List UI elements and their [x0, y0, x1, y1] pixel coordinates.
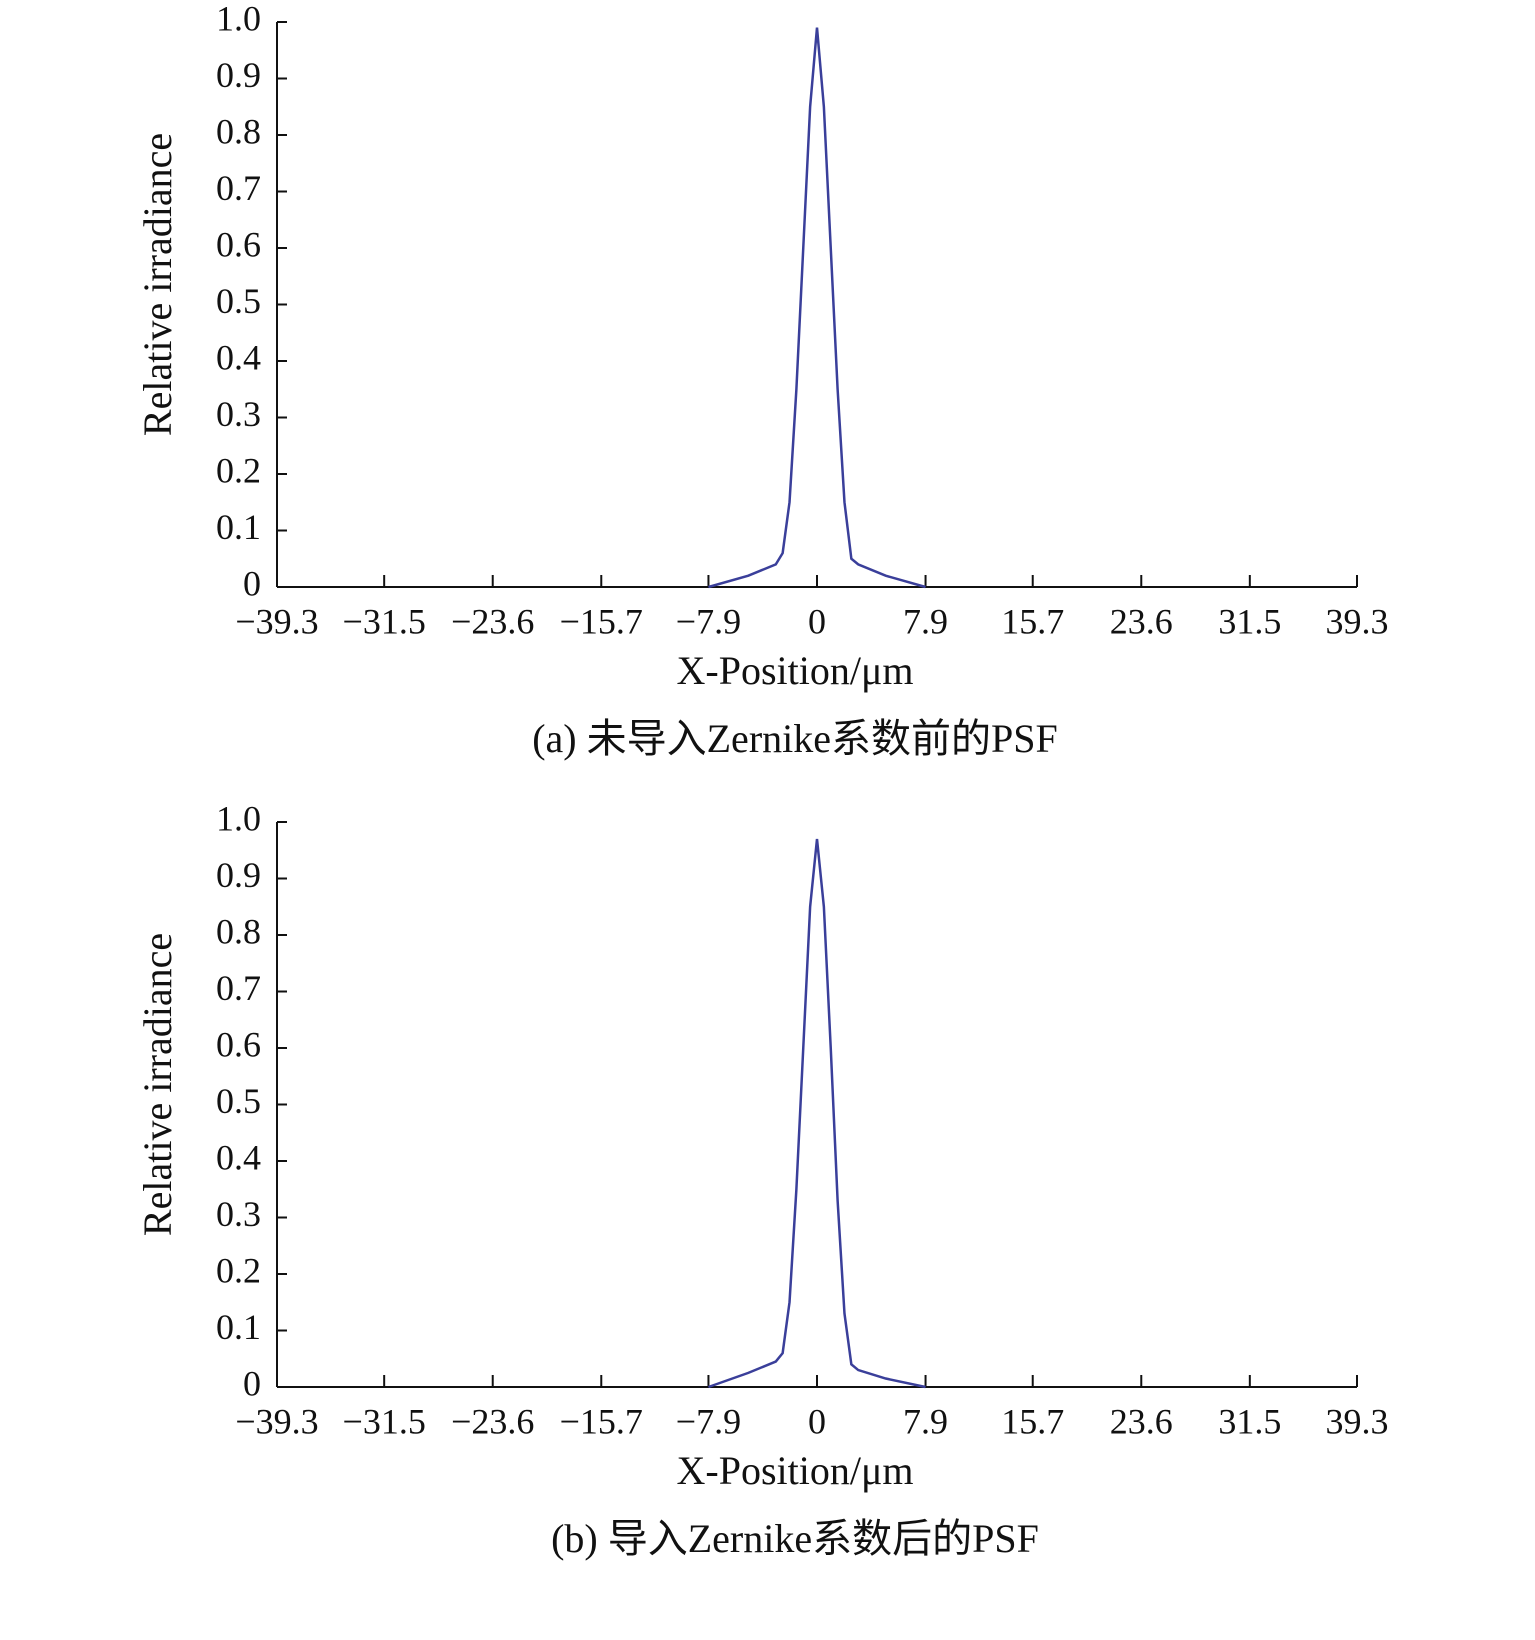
y-tick-label: 0.9	[216, 55, 261, 95]
x-tick-label: −31.5	[343, 1401, 426, 1441]
y-tick-label: 0.7	[216, 968, 261, 1008]
y-tick-label: 0.1	[216, 1307, 261, 1347]
x-tick-label: 7.9	[903, 1401, 948, 1441]
y-tick-label: 1.0	[216, 798, 261, 838]
x-tick-label: −39.3	[235, 1401, 318, 1441]
caption: (b) 导入Zernike系数后的PSF	[551, 1516, 1039, 1561]
y-tick-label: 0.7	[216, 168, 261, 208]
x-tick-label: 31.5	[1218, 1401, 1281, 1441]
y-tick-label: 0.6	[216, 224, 261, 264]
x-tick-label: −7.9	[676, 601, 741, 641]
x-tick-label: −15.7	[560, 601, 643, 641]
y-tick-label: 0.1	[216, 507, 261, 547]
x-tick-label: 7.9	[903, 601, 948, 641]
x-tick-label: 23.6	[1110, 601, 1173, 641]
y-axis-title: Relative irradiance	[135, 933, 180, 1236]
data-line	[708, 838, 926, 1389]
x-tick-label: −23.6	[451, 601, 534, 641]
x-tick-label: −39.3	[235, 601, 318, 641]
x-tick-label: 39.3	[1326, 601, 1389, 641]
y-tick-label: 0.3	[216, 1194, 261, 1234]
y-tick-label: 0.5	[216, 1081, 261, 1121]
y-tick-label: 1.0	[216, 0, 261, 38]
x-tick-label: 15.7	[1001, 601, 1064, 641]
y-tick-label: 0.6	[216, 1024, 261, 1064]
x-tick-label: 39.3	[1326, 1401, 1389, 1441]
y-tick-label: 0.2	[216, 1250, 261, 1290]
x-axis-title: X-Position/μm	[676, 1448, 913, 1493]
x-tick-label: 0	[808, 1401, 826, 1441]
x-tick-label: 0	[808, 601, 826, 641]
y-tick-label: 0.2	[216, 450, 261, 490]
y-tick-label: 0.3	[216, 394, 261, 434]
y-tick-label: 0.4	[216, 1137, 261, 1177]
y-tick-label: 0	[243, 563, 261, 603]
x-tick-label: −31.5	[343, 601, 426, 641]
x-tick-label: −15.7	[560, 1401, 643, 1441]
x-tick-label: 31.5	[1218, 601, 1281, 641]
x-tick-label: 23.6	[1110, 1401, 1173, 1441]
x-tick-label: −23.6	[451, 1401, 534, 1441]
x-tick-label: −7.9	[676, 1401, 741, 1441]
y-tick-label: 0.9	[216, 855, 261, 895]
y-tick-label: 0.5	[216, 281, 261, 321]
y-axis-title: Relative irradiance	[135, 133, 180, 436]
y-tick-label: 0.8	[216, 911, 261, 951]
y-tick-label: 0.4	[216, 337, 261, 377]
x-tick-label: 15.7	[1001, 1401, 1064, 1441]
caption: (a) 未导入Zernike系数前的PSF	[532, 716, 1058, 761]
x-axis-title: X-Position/μm	[676, 648, 913, 693]
y-tick-label: 0.8	[216, 111, 261, 151]
y-tick-label: 0	[243, 1363, 261, 1403]
data-line	[708, 27, 926, 589]
